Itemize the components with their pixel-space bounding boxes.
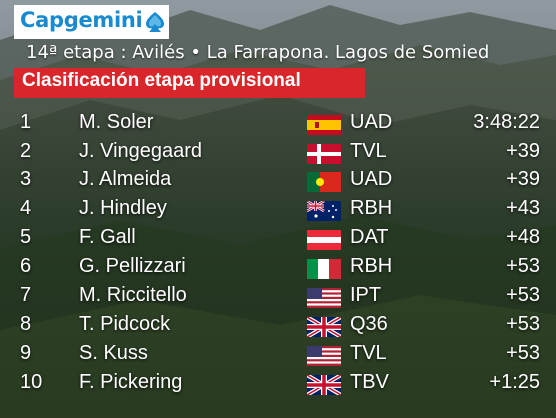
usa-flag-icon bbox=[307, 288, 341, 308]
results-row: 2 J. Vingegaard TVL +39 bbox=[0, 140, 556, 168]
spain-flag-icon bbox=[307, 115, 341, 135]
team-code: DAT bbox=[350, 226, 389, 248]
rider-time: +39 bbox=[506, 140, 540, 162]
portugal-flag-icon bbox=[307, 172, 341, 192]
rider-name: J. Almeida bbox=[79, 168, 172, 190]
team-code: RBH bbox=[350, 255, 393, 277]
team-code: UAD bbox=[350, 111, 393, 133]
rider-time: +1:25 bbox=[489, 371, 540, 393]
stage-title: 14ª etapa : Avilés • La Farrapona. Lagos… bbox=[26, 42, 490, 63]
rider-time: +53 bbox=[506, 284, 540, 306]
rider-time: +48 bbox=[506, 226, 540, 248]
australia-flag-icon bbox=[307, 201, 341, 221]
rider-name: M. Soler bbox=[79, 111, 154, 133]
team-code: RBH bbox=[350, 197, 393, 219]
team-code: Q36 bbox=[350, 313, 388, 335]
team-code: IPT bbox=[350, 284, 382, 306]
results-row: 5 F. Gall DAT +48 bbox=[0, 226, 556, 254]
rider-name: T. Pidcock bbox=[79, 313, 171, 335]
uk-flag-icon bbox=[307, 375, 341, 395]
rider-position: 2 bbox=[20, 140, 32, 162]
results-row: 1 M. Soler UAD 3:48:22 bbox=[0, 111, 556, 139]
spade-logo-icon bbox=[146, 12, 164, 32]
team-code: TVL bbox=[350, 140, 387, 162]
usa-flag-icon bbox=[307, 346, 341, 366]
rider-time: +39 bbox=[506, 168, 540, 190]
team-code: TVL bbox=[350, 342, 387, 364]
sponsor-logo-text: Capgemini bbox=[20, 8, 143, 32]
rider-position: 10 bbox=[20, 371, 43, 393]
results-row: 8 T. Pidcock Q36 +53 bbox=[0, 313, 556, 341]
rider-name: F. Pickering bbox=[79, 371, 183, 393]
results-row: 3 J. Almeida UAD +39 bbox=[0, 168, 556, 196]
rider-time: 3:48:22 bbox=[473, 111, 540, 133]
italy-flag-icon bbox=[307, 259, 341, 279]
rider-time: +53 bbox=[506, 342, 540, 364]
classification-title: Clasificación etapa provisional bbox=[22, 70, 301, 91]
results-row: 6 G. Pellizzari RBH +53 bbox=[0, 255, 556, 283]
uk-flag-icon bbox=[307, 317, 341, 337]
rider-position: 1 bbox=[20, 111, 32, 133]
rider-position: 8 bbox=[20, 313, 32, 335]
rider-position: 4 bbox=[20, 197, 32, 219]
rider-name: J. Hindley bbox=[79, 197, 167, 219]
denmark-flag-icon bbox=[307, 144, 341, 164]
rider-time: +53 bbox=[506, 255, 540, 277]
results-row: 4 J. Hindley RBH +43 bbox=[0, 197, 556, 225]
rider-position: 5 bbox=[20, 226, 32, 248]
results-row: 10 F. Pickering TBV +1:25 bbox=[0, 371, 556, 399]
rider-name: M. Riccitello bbox=[79, 284, 187, 306]
sponsor-logo: Capgemini bbox=[14, 5, 169, 39]
team-code: UAD bbox=[350, 168, 393, 190]
rider-name: S. Kuss bbox=[79, 342, 148, 364]
austria-flag-icon bbox=[307, 230, 341, 250]
classification-banner: Clasificación etapa provisional bbox=[14, 68, 365, 98]
rider-name: G. Pellizzari bbox=[79, 255, 186, 277]
rider-name: J. Vingegaard bbox=[79, 140, 203, 162]
results-row: 9 S. Kuss TVL +53 bbox=[0, 342, 556, 370]
rider-position: 6 bbox=[20, 255, 32, 277]
rider-time: +43 bbox=[506, 197, 540, 219]
team-code: TBV bbox=[350, 371, 389, 393]
rider-position: 7 bbox=[20, 284, 32, 306]
rider-name: F. Gall bbox=[79, 226, 136, 248]
rider-time: +53 bbox=[506, 313, 540, 335]
rider-position: 3 bbox=[20, 168, 32, 190]
rider-position: 9 bbox=[20, 342, 32, 364]
results-row: 7 M. Riccitello IPT +53 bbox=[0, 284, 556, 312]
